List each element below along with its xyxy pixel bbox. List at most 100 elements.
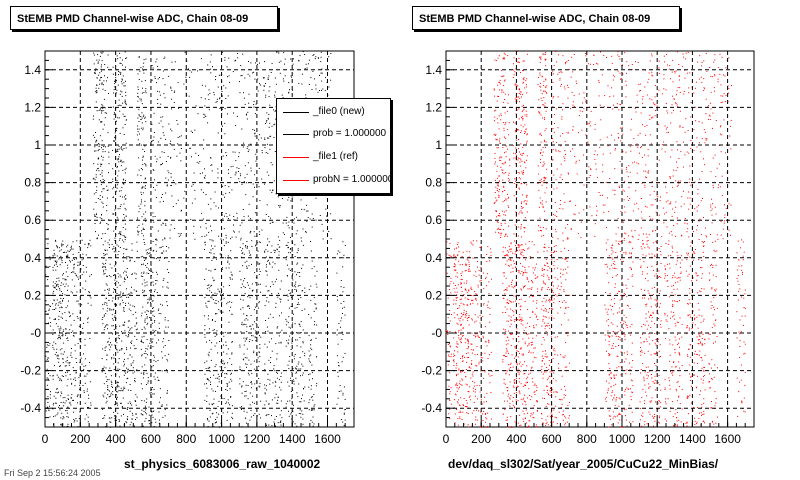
left-data-point: [96, 140, 98, 142]
left-data-point: [208, 367, 210, 369]
right-data-point: [519, 88, 520, 90]
left-data-point: [64, 328, 66, 330]
right-data-point: [699, 218, 701, 220]
right-data-point: [453, 256, 455, 258]
left-data-point: [60, 423, 62, 425]
left-data-point: [209, 251, 211, 253]
right-data-point: [460, 342, 462, 344]
left-data-point: [95, 132, 96, 133]
left-data-point: [298, 323, 300, 325]
right-data-point: [661, 236, 663, 238]
left-data-point: [54, 318, 56, 320]
left-data-point: [119, 71, 121, 73]
left-data-point: [301, 310, 303, 311]
left-data-point: [124, 330, 126, 332]
right-data-point: [717, 187, 719, 189]
left-data-point: [248, 265, 250, 267]
left-data-point: [226, 419, 228, 421]
left-data-point: [180, 234, 182, 236]
right-data-point: [519, 97, 521, 99]
left-data-point: [313, 405, 315, 407]
right-data-point: [539, 85, 541, 87]
right-data-point: [519, 161, 521, 163]
left-data-point: [252, 335, 254, 337]
left-data-point: [282, 78, 284, 80]
right-data-point: [663, 74, 665, 76]
left-data-point: [140, 175, 142, 177]
left-data-point: [279, 239, 281, 241]
left-data-point: [330, 238, 332, 240]
left-data-point: [87, 244, 89, 246]
left-data-point: [298, 383, 300, 385]
left-data-point: [90, 245, 92, 247]
right-data-point: [593, 64, 594, 66]
left-data-point: [205, 116, 207, 117]
right-data-point: [613, 139, 615, 141]
left-data-point: [141, 216, 143, 218]
left-data-point: [56, 374, 58, 376]
left-data-point: [156, 271, 157, 273]
left-data-point: [321, 68, 323, 70]
left-data-point: [120, 415, 122, 417]
left-data-point: [123, 386, 125, 388]
right-data-point: [497, 84, 499, 86]
left-data-point: [330, 53, 332, 54]
left-data-point: [203, 139, 205, 141]
left-data-point: [120, 402, 122, 404]
left-data-point: [120, 62, 122, 64]
right-data-point: [497, 177, 499, 179]
right-data-point: [520, 228, 522, 230]
left-data-point: [284, 234, 285, 235]
left-data-point: [95, 176, 97, 178]
left-data-point: [226, 353, 228, 355]
left-data-point: [215, 300, 217, 301]
left-data-point: [50, 322, 52, 324]
left-data-point: [215, 101, 217, 103]
left-data-point: [116, 280, 118, 282]
left-data-point: [138, 205, 140, 207]
right-data-point: [514, 130, 516, 132]
left-data-point: [286, 216, 288, 218]
right-data-point: [503, 80, 505, 82]
left-data-point: [102, 303, 104, 305]
left-data-point: [125, 421, 127, 423]
left-data-point: [204, 175, 206, 177]
left-data-point: [148, 299, 150, 301]
right-data-point: [504, 161, 506, 163]
right-data-point: [717, 81, 719, 83]
left-data-point: [337, 397, 339, 399]
left-data-point: [164, 355, 166, 357]
right-data-point: [631, 235, 633, 237]
left-x-tick-label: 200: [70, 432, 90, 446]
right-data-point: [684, 218, 686, 219]
right-data-point: [671, 71, 673, 73]
left-data-point: [321, 72, 323, 74]
left-data-point: [158, 91, 160, 93]
left-data-point: [287, 343, 289, 345]
right-data-point: [575, 160, 577, 162]
left-data-point: [66, 356, 68, 358]
left-data-point: [309, 355, 311, 357]
left-data-point: [340, 286, 342, 288]
right-data-point: [499, 79, 501, 81]
left-data-point: [227, 260, 229, 262]
left-data-point: [270, 286, 271, 288]
left-data-point: [259, 355, 261, 357]
right-data-point: [613, 104, 614, 106]
right-data-point: [720, 102, 722, 103]
right-data-point: [524, 217, 526, 219]
right-data-point: [522, 126, 524, 128]
right-data-point: [710, 76, 712, 77]
right-data-point: [656, 194, 658, 196]
right-data-point: [690, 140, 692, 141]
left-data-point: [124, 217, 125, 219]
left-data-point: [233, 224, 234, 226]
left-data-point: [160, 303, 162, 305]
left-data-point: [161, 151, 163, 153]
left-data-point: [53, 402, 55, 404]
left-data-point: [146, 281, 148, 283]
left-data-point: [49, 266, 51, 268]
left-data-point: [107, 132, 109, 134]
left-data-point: [313, 394, 315, 396]
left-data-point: [150, 392, 152, 394]
